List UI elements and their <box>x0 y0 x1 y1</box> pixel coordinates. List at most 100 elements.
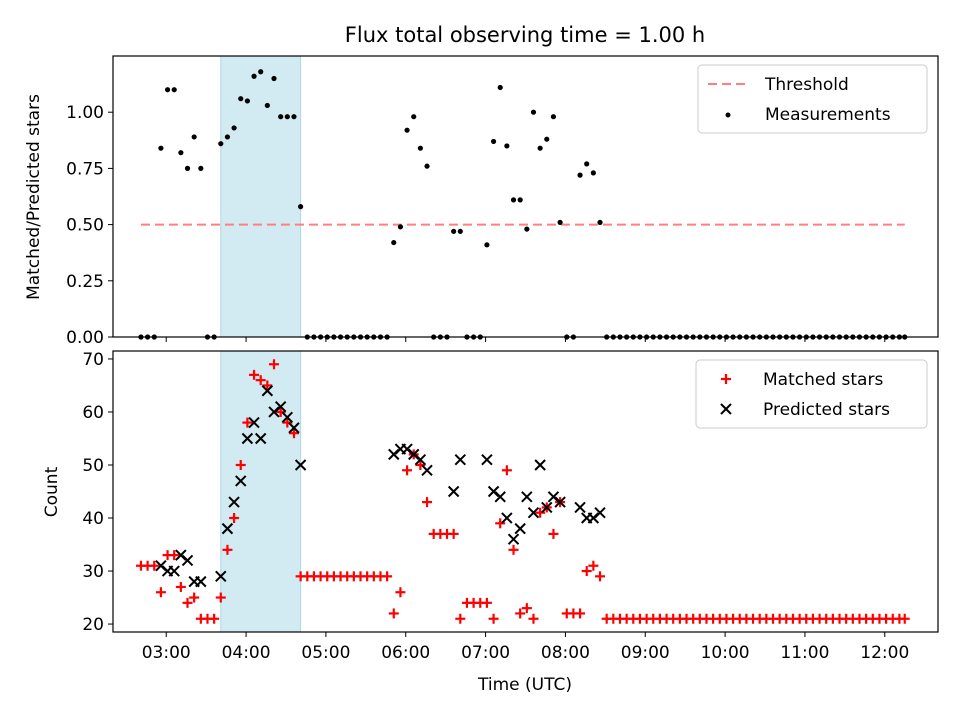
measurement-point <box>191 134 197 140</box>
predicted-point <box>274 400 287 413</box>
predicted-point <box>221 522 234 535</box>
predicted-point <box>514 522 526 535</box>
bottom-y-tick-label: 30 <box>82 562 104 582</box>
predicted-point <box>195 575 207 588</box>
legend-matched-label: Matched stars <box>763 370 883 390</box>
observing-window-band-top <box>220 55 302 338</box>
matched-point <box>501 465 512 476</box>
matched-point <box>481 597 492 608</box>
x-axis-label: Time (UTC) <box>477 675 572 695</box>
ratio-plot: 0.00 0.25 0.50 0.75 1.00 Matched/Predicted s… <box>24 55 939 348</box>
matched-star-points <box>135 359 910 624</box>
predicted-point <box>521 491 533 503</box>
predicted-star-points <box>155 385 606 588</box>
matched-point <box>488 613 499 624</box>
observing-window-band-bottom <box>220 350 302 633</box>
matched-point <box>548 528 559 539</box>
measurement-point <box>284 114 290 120</box>
measurement-point <box>517 197 523 203</box>
measurement-point <box>537 145 543 151</box>
measurement-point <box>251 73 257 79</box>
predicted-point <box>294 459 307 471</box>
predicted-point <box>481 453 493 466</box>
top-y-ticks: 0.00 0.25 0.50 0.75 1.00 <box>66 103 113 348</box>
predicted-point <box>254 432 267 445</box>
measurement-point <box>244 98 250 104</box>
predicted-point <box>534 459 546 471</box>
measurement-point <box>530 109 537 115</box>
measurement-point <box>524 226 530 232</box>
predicted-point <box>248 416 260 429</box>
matched-point <box>262 380 273 391</box>
predicted-point <box>541 501 553 514</box>
measurement-point <box>590 170 596 176</box>
figure-title: Flux total observing time = 1.00 h <box>345 23 705 47</box>
count-plot: 20 30 40 50 60 70 03:00 04:00 05:00 06:00 07:00 08… <box>42 350 939 695</box>
matched-point <box>422 497 433 508</box>
measurement-point <box>158 145 164 151</box>
matched-point <box>595 571 606 582</box>
matched-point <box>155 587 166 598</box>
measurement-point <box>597 219 603 225</box>
measurement-point <box>557 219 563 225</box>
predicted-point <box>494 491 506 503</box>
predicted-point <box>447 485 460 498</box>
bottom-y-tick-label: 40 <box>82 509 104 529</box>
measurement-point <box>417 145 423 151</box>
measurement-point <box>258 69 264 75</box>
matched-point <box>269 359 280 370</box>
bottom-y-ticks: 20 30 40 50 60 70 <box>82 350 113 635</box>
top-y-tick-label: 0.50 <box>66 216 104 236</box>
matched-point <box>235 459 246 470</box>
matched-point <box>382 571 393 582</box>
bottom-y-axis-label: Count <box>42 466 62 517</box>
measurement-point <box>584 161 590 167</box>
predicted-point <box>261 385 274 397</box>
measurement-point <box>510 197 517 203</box>
matched-point <box>229 513 240 524</box>
measurement-point <box>184 165 191 171</box>
measurement-point <box>397 224 404 230</box>
matched-point <box>415 459 426 470</box>
matched-point <box>209 613 220 624</box>
predicted-point <box>554 496 566 508</box>
matched-point <box>288 428 299 439</box>
bottom-y-tick-label: 50 <box>82 456 104 476</box>
predicted-point <box>235 475 247 487</box>
top-y-tick-label: 0.75 <box>66 159 104 179</box>
bottom-legend-box <box>695 359 928 429</box>
matched-point <box>249 369 260 380</box>
x-tick-label: 10:00 <box>701 643 750 663</box>
top-y-axis-label: Matched/Predicted stars <box>24 94 44 300</box>
predicted-point <box>454 453 467 466</box>
matched-point <box>282 417 293 428</box>
matched-point <box>222 544 233 555</box>
matched-point <box>495 518 506 529</box>
legend-measurements-label: Measurements <box>765 105 891 125</box>
x-tick-label: 11:00 <box>780 643 829 663</box>
matched-point <box>455 613 466 624</box>
x-tick-label: 08:00 <box>541 643 590 663</box>
measurement-point <box>291 114 297 120</box>
top-axes-frame <box>112 55 939 338</box>
legend-threshold-label: Threshold <box>764 75 849 95</box>
bottom-axes-frame <box>112 350 939 633</box>
matched-point <box>275 406 286 417</box>
predicted-point <box>414 453 427 466</box>
predicted-point <box>215 570 227 583</box>
matched-point <box>175 581 186 592</box>
predicted-point <box>228 496 240 508</box>
matched-point <box>528 613 539 624</box>
measurement-point <box>391 239 397 246</box>
bottom-y-tick-label: 60 <box>82 403 104 423</box>
measurement-point <box>497 84 503 91</box>
legend-matched-swatch <box>721 374 731 384</box>
x-tick-label: 12:00 <box>860 643 909 663</box>
matched-point <box>448 528 459 539</box>
measurement-point <box>171 87 177 93</box>
matched-point <box>215 592 226 603</box>
matched-point <box>169 550 180 561</box>
bottom-y-tick-label: 20 <box>82 615 104 635</box>
top-legend-box <box>697 64 928 134</box>
predicted-point <box>594 507 606 519</box>
